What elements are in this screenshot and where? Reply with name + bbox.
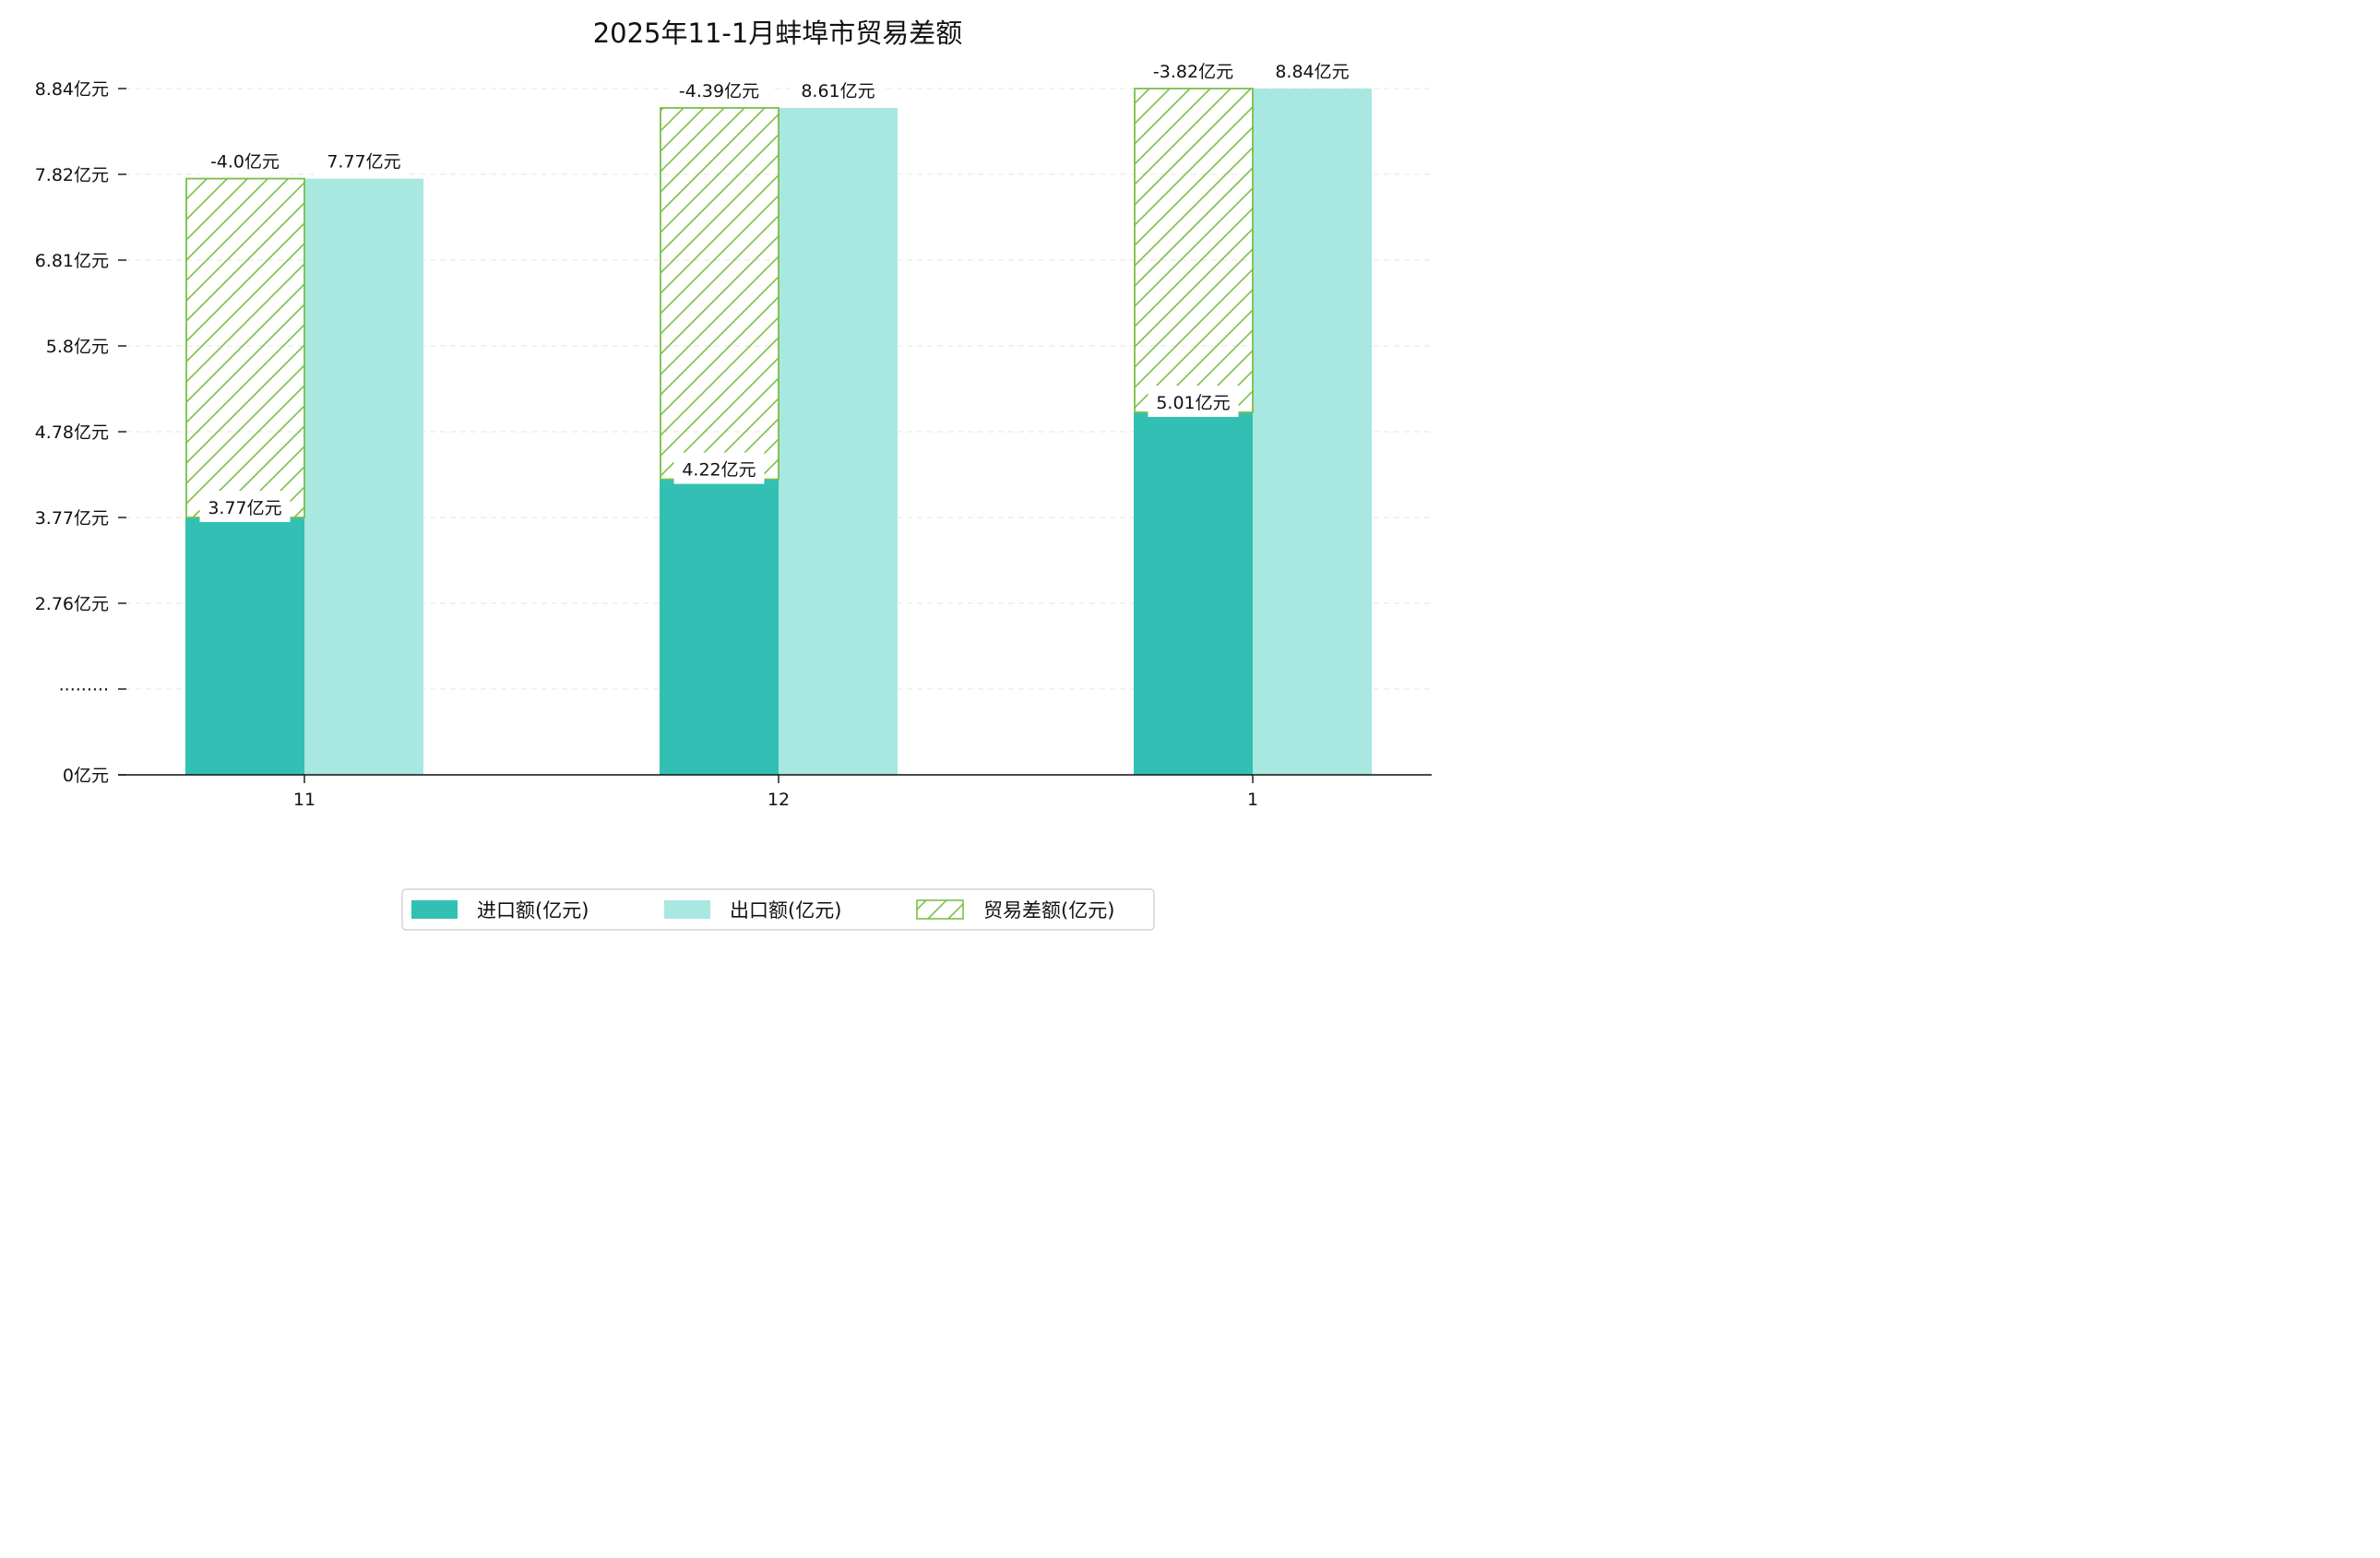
bar-balance	[1134, 88, 1254, 413]
chart-root: 2025年11-1月蚌埠市贸易差额 0亿元 ········· 2.76亿元 3.77…	[0, 0, 1446, 946]
legend-swatch-import	[411, 900, 458, 919]
legend-label-import: 进口额(亿元)	[477, 899, 589, 922]
chart-title: 2025年11-1月蚌埠市贸易差额	[593, 18, 963, 49]
label-balance: -3.82亿元	[1153, 62, 1233, 82]
x-axis: 11 12 1	[293, 775, 1258, 810]
y-tick-label: 8.84亿元	[35, 79, 109, 100]
legend-label-export: 出口额(亿元)	[730, 899, 841, 922]
bar-import	[660, 479, 779, 775]
y-tick-label: 4.78亿元	[35, 422, 109, 443]
bar-import	[185, 517, 304, 775]
label-balance: -4.0亿元	[210, 152, 280, 172]
bars	[185, 88, 1372, 776]
y-tick-label: 2.76亿元	[35, 594, 109, 614]
x-tick-label: 1	[1247, 790, 1258, 810]
bar-export	[779, 107, 898, 776]
y-tick-label: ·········	[59, 680, 109, 700]
label-export: 7.77亿元	[327, 152, 400, 172]
x-tick-label: 12	[768, 790, 790, 810]
bar-export	[1253, 89, 1372, 775]
label-export-bg	[792, 73, 884, 105]
legend: 进口额(亿元) 出口额(亿元) 贸易差额(亿元)	[401, 888, 1155, 931]
legend-swatch-balance	[916, 899, 964, 920]
label-export-bg	[1267, 54, 1358, 86]
label-export: 8.84亿元	[1275, 62, 1349, 82]
y-tick-label: 5.8亿元	[46, 337, 109, 357]
x-tick-label: 11	[293, 790, 315, 810]
label-import: 4.22亿元	[682, 460, 756, 481]
y-tick-label: 0亿元	[63, 766, 109, 786]
y-tick-label: 6.81亿元	[35, 251, 109, 271]
bar-import	[1134, 412, 1253, 775]
legend-frame	[401, 888, 1155, 931]
legend-swatch-export	[664, 900, 710, 919]
label-import-bg	[673, 452, 765, 484]
label-export-bg	[318, 144, 410, 176]
label-balance-bg	[667, 73, 771, 105]
label-import-bg	[1148, 386, 1239, 418]
value-labels: 3.77亿元 7.77亿元 -4.0亿元 4.22亿元 8.61亿元 -4.39亿元 5.0…	[199, 54, 1358, 522]
label-import-bg	[199, 491, 291, 522]
y-tick-label: 7.82亿元	[35, 165, 109, 185]
y-axis: 0亿元 ········· 2.76亿元 3.77亿元 4.78亿元 5.8亿元 6.81亿…	[35, 79, 126, 786]
label-balance-bg	[199, 144, 291, 176]
label-import: 3.77亿元	[208, 498, 281, 518]
label-balance-bg	[1141, 54, 1245, 86]
legend-label-balance: 贸易差额(亿元)	[983, 899, 1114, 922]
label-balance: -4.39亿元	[679, 81, 759, 101]
bar-balance	[660, 107, 779, 481]
label-import: 5.01亿元	[1156, 393, 1230, 413]
trade-balance-chart: 2025年11-1月蚌埠市贸易差额 0亿元 ········· 2.76亿元 3.77…	[35, 18, 1432, 931]
y-tick-label: 3.77亿元	[35, 508, 109, 529]
label-export: 8.61亿元	[801, 81, 875, 101]
bar-export	[304, 178, 423, 776]
bar-balance	[185, 177, 305, 518]
